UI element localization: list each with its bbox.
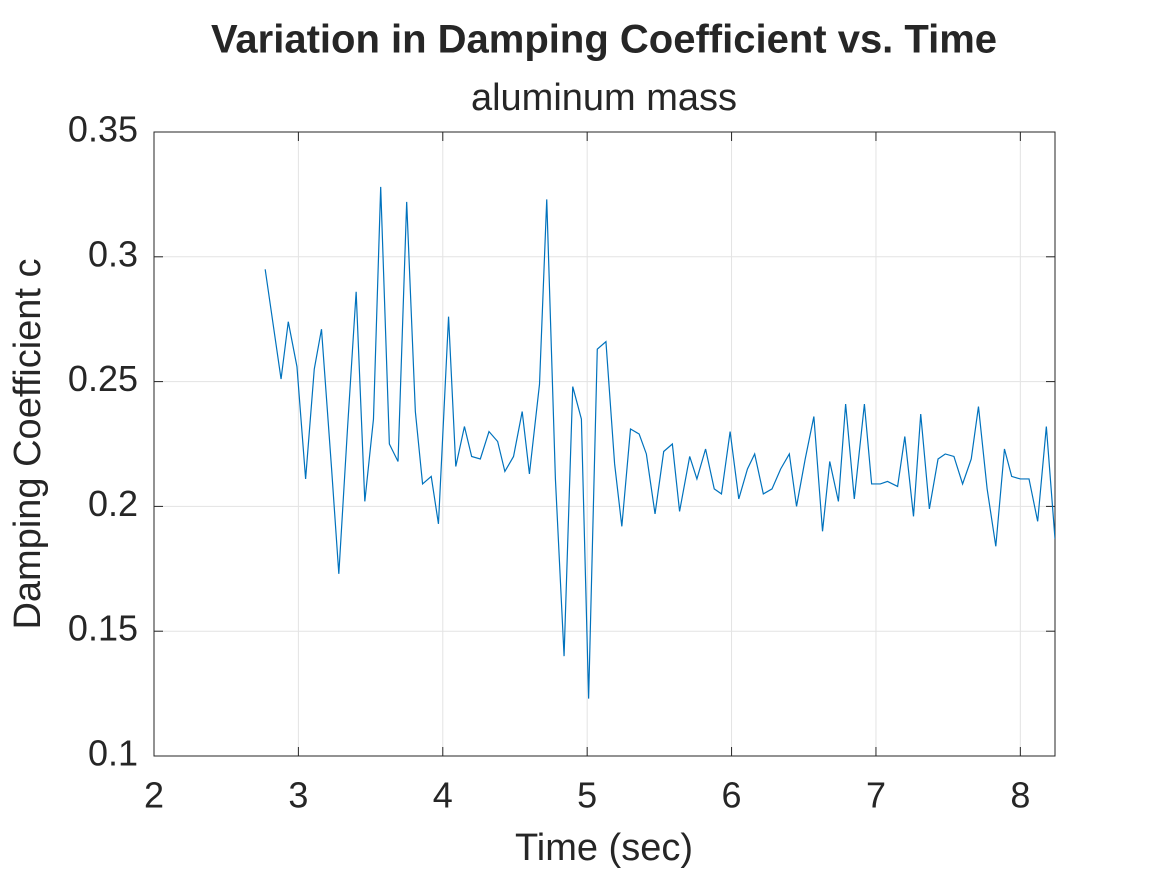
x-axis-label: Time (sec) <box>515 827 693 869</box>
chart-subtitle: aluminum mass <box>471 77 737 119</box>
x-tick-label: 5 <box>577 775 597 816</box>
x-tick-label: 7 <box>866 775 886 816</box>
x-tick-label: 2 <box>144 775 164 816</box>
y-tick-label: 0.2 <box>88 483 138 524</box>
y-tick-label: 0.25 <box>68 358 138 399</box>
y-tick-label: 0.35 <box>68 109 138 150</box>
y-axis-label: Damping Coefficient c <box>7 258 49 629</box>
x-tick-label: 6 <box>722 775 742 816</box>
plot-frame <box>153 131 1056 757</box>
y-tick-label: 0.3 <box>88 233 138 274</box>
chart-title: Variation in Damping Coefficient vs. Tim… <box>211 18 997 62</box>
x-tick-label: 8 <box>1010 775 1030 816</box>
x-tick-label: 4 <box>433 775 453 816</box>
y-tick-label: 0.15 <box>68 608 138 649</box>
x-tick-label: 3 <box>288 775 308 816</box>
data-line <box>264 186 1055 699</box>
y-tick-label: 0.1 <box>88 733 138 774</box>
